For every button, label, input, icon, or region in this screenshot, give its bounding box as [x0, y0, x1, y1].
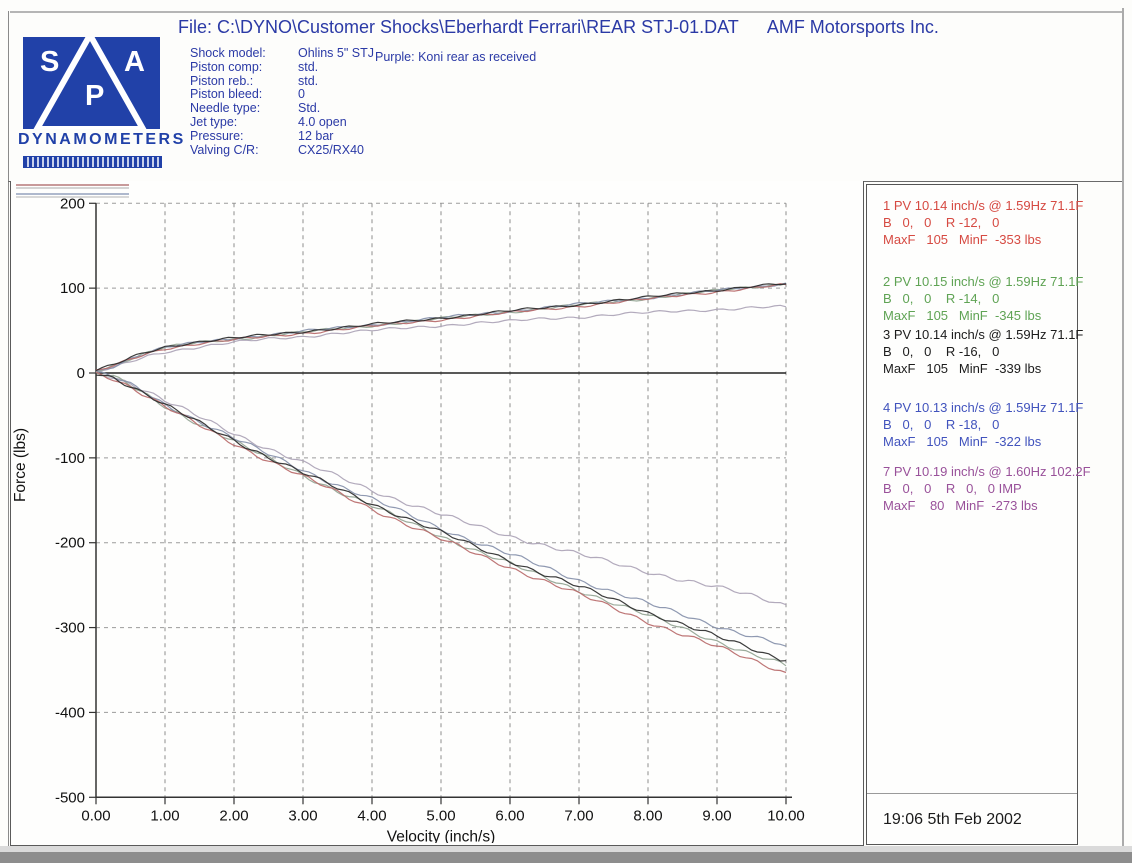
logo-letter-a: A	[124, 46, 145, 78]
spa-logo: S A P	[23, 37, 160, 129]
force-velocity-chart: 200 100 0 -100 -200 -300 -400 -500 0.00 1.00 2.00 3…	[10, 181, 864, 846]
y-tick-label: -400	[55, 704, 85, 721]
legend-timestamp-divider	[867, 793, 1077, 794]
x-tick-label: 6.00	[495, 807, 524, 824]
legend-line: B 0, 0 R -16, 0	[883, 344, 1000, 359]
shock-info-row: Piston comp: std.	[190, 59, 374, 75]
x-tick-label: 8.00	[633, 807, 662, 824]
shock-info-row: Piston reb.: std.	[190, 73, 374, 89]
shock-info-value: 4.0 open	[298, 114, 347, 129]
y-tick-label: 200	[60, 195, 85, 212]
legend-line: MaxF 105 MinF -345 lbs	[883, 308, 1042, 323]
curve-compression-run-7	[95, 304, 787, 372]
logo-letter-s: S	[40, 46, 59, 78]
company-name: AMF Motorsports Inc.	[766, 17, 939, 37]
shock-info-label: Jet type:	[190, 114, 238, 129]
curve-rebound-run-7	[95, 371, 787, 606]
shock-info-row: Jet type: 4.0 open	[190, 114, 374, 130]
x-tick-label: 2.00	[219, 807, 248, 824]
y-tick-label: -200	[55, 535, 85, 552]
shock-info-block: Shock model: Ohlins 5" STJ Piston comp: std…	[190, 46, 374, 158]
shock-info-row: Needle type: Std.	[190, 101, 374, 116]
y-tick-label: -300	[55, 620, 85, 637]
legend-line: MaxF 80 MinF -273 lbs	[883, 498, 1038, 513]
shock-info-value: std.	[298, 59, 319, 74]
y-tick-label: -500	[55, 789, 85, 806]
shock-info-row: Piston bleed: 0	[190, 88, 374, 102]
x-tick-label: 7.00	[564, 807, 593, 824]
shock-info-row: Valving C/R: CX25/RX40	[190, 142, 374, 158]
curve-rebound-run-3	[95, 374, 787, 662]
shock-info-label: Pressure:	[190, 128, 244, 143]
scan-top-line	[10, 11, 1122, 13]
x-tick-label: 4.00	[357, 807, 386, 824]
shock-info-label: Shock model:	[190, 46, 266, 60]
shock-info-value: Std.	[298, 101, 321, 116]
x-tick-label: 1.00	[150, 807, 179, 824]
scan-bottom-band-dark	[0, 852, 1132, 863]
logo-letter-p: P	[85, 80, 104, 112]
y-tick-label: 0	[77, 365, 85, 382]
x-tick-label: 9.00	[702, 807, 731, 824]
curve-rebound-run-1	[95, 371, 787, 674]
legend-line: 7 PV 10.19 inch/s @ 1.60Hz 102.2F	[883, 464, 1091, 479]
shock-info-label: Piston reb.:	[190, 73, 254, 88]
scan-bottom-band-light	[0, 846, 1132, 852]
legend-entry-run-7: 7 PV 10.19 inch/s @ 1.60Hz 102.2F B 0, 0 …	[883, 463, 1091, 514]
curve-compression-run-3	[95, 283, 787, 372]
shock-info-value: Ohlins 5" STJ	[298, 46, 374, 60]
scan-left-border	[8, 11, 9, 846]
legend-line: B 0, 0 R -12, 0	[883, 215, 1000, 230]
legend-line: MaxF 105 MinF -322 lbs	[883, 434, 1042, 449]
legend-entry-run-3: 3 PV 10.14 inch/s @ 1.59Hz 71.1F B 0, 0 R…	[883, 326, 1083, 377]
x-tick-label: 0.00	[81, 807, 110, 824]
legend-entry-run-4: 4 PV 10.13 inch/s @ 1.59Hz 71.1F B 0, 0 R…	[883, 399, 1083, 450]
purple-note: Purple: Koni rear as received	[375, 50, 537, 64]
shock-info-label: Piston comp:	[190, 59, 263, 74]
shock-info-row: Shock model: Ohlins 5" STJ	[190, 46, 374, 61]
shock-info-value: 0	[298, 87, 305, 102]
shock-info-label: Needle type:	[190, 101, 261, 116]
shock-info-value: std.	[298, 73, 319, 88]
legend-entry-run-2: 2 PV 10.15 inch/s @ 1.59Hz 71.1F B 0, 0 R…	[883, 273, 1083, 324]
legend-line: 2 PV 10.15 inch/s @ 1.59Hz 71.1F	[883, 274, 1084, 289]
logo-striped-bar	[23, 156, 162, 168]
y-tick-label: 100	[60, 280, 85, 297]
y-axis-title: Force (lbs)	[12, 428, 29, 502]
x-tick-label: 3.00	[288, 807, 317, 824]
x-tick-label: 5.00	[426, 807, 455, 824]
y-tick-label: -100	[55, 450, 85, 467]
legend-line: 1 PV 10.14 inch/s @ 1.59Hz 71.1F	[883, 198, 1084, 213]
shock-info-label: Valving C/R:	[190, 142, 259, 157]
legend-line: B 0, 0 R 0, 0 IMP	[883, 481, 1022, 496]
legend-line: 3 PV 10.14 inch/s @ 1.59Hz 71.1F	[883, 327, 1084, 342]
file-path-line: File: C:\DYNO\Customer Shocks\Eberhardt …	[178, 17, 939, 38]
logo-subtitle: DYNAMOMETERS	[18, 131, 186, 148]
legend-line: 4 PV 10.13 inch/s @ 1.59Hz 71.1F	[883, 400, 1084, 415]
legend-entry-run-1: 1 PV 10.14 inch/s @ 1.59Hz 71.1F B 0, 0 R…	[883, 197, 1083, 248]
legend-line: B 0, 0 R -18, 0	[883, 417, 1000, 432]
timestamp: 19:06 5th Feb 2002	[883, 811, 1022, 828]
shock-info-value: CX25/RX40	[298, 142, 365, 157]
legend-line: B 0, 0 R -14, 0	[883, 291, 1000, 306]
shock-info-value: 12 bar	[298, 128, 334, 143]
legend-panel: 19:06 5th Feb 2002 1 PV 10.14 inch/s @ 1…	[866, 184, 1091, 845]
x-tick-label: 10.00	[767, 807, 805, 824]
legend-line: MaxF 105 MinF -353 lbs	[883, 232, 1042, 247]
file-path: File: C:\DYNO\Customer Shocks\Eberhardt …	[178, 17, 739, 37]
shock-info-label: Piston bleed:	[190, 87, 263, 102]
legend-line: MaxF 105 MinF -339 lbs	[883, 361, 1042, 376]
scan-right-border	[1122, 8, 1124, 852]
x-axis-title: Velocity (inch/s)	[387, 828, 496, 843]
shock-info-row: Pressure: 12 bar	[190, 128, 374, 144]
